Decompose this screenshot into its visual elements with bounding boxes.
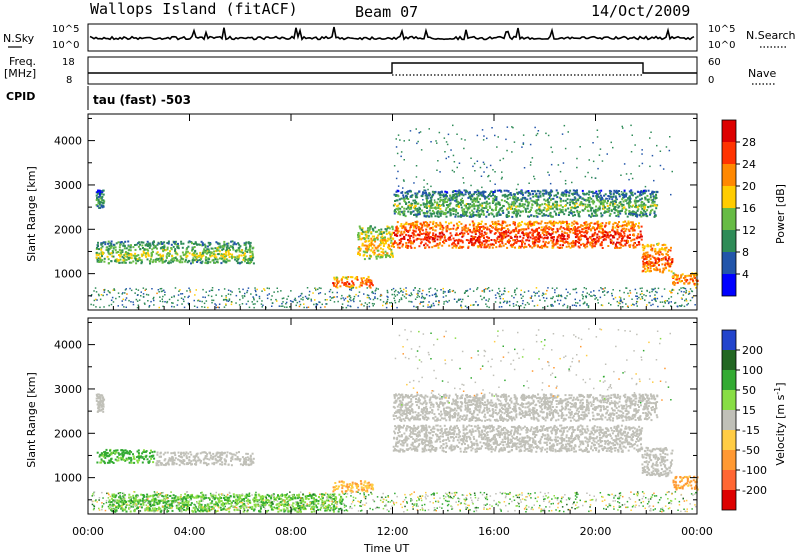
- frequency-panel: Freq. [MHz] 18 8 60 0 Nave: [4, 55, 776, 86]
- velocity-y-axis-label: Slant Range [km]: [25, 372, 38, 468]
- power-y-tick-label: 1000: [54, 268, 82, 281]
- power-echo-band-2: [332, 275, 374, 289]
- x-tick-label: 08:00: [275, 525, 307, 538]
- freq-tick-bottom: 8: [66, 75, 72, 86]
- noise-right-tick-top: 10^5: [708, 24, 735, 35]
- velocity-y-tick-label: 2000: [54, 427, 82, 440]
- power-echo-clutter: [90, 124, 697, 309]
- date-label: 14/Oct/2009: [591, 2, 690, 20]
- noise-right-tick-bottom: 10^0: [708, 40, 735, 51]
- cpid-label: CPID: [6, 90, 35, 103]
- power-colorbar-tick: 28: [742, 136, 756, 149]
- noise-search-label: N.Search: [746, 29, 796, 42]
- velocity-y-tick-label: 1000: [54, 472, 82, 485]
- power-colorbar-tick: 20: [742, 180, 756, 193]
- x-tick-label: 20:00: [580, 525, 612, 538]
- power-colorbar-tick: 8: [742, 246, 749, 259]
- velocity-echo-band-4: [332, 480, 375, 493]
- power-y-tick-label: 3000: [54, 179, 82, 192]
- beam-label: Beam 07: [355, 3, 418, 21]
- noise-left-tick-bottom: 10^0: [52, 40, 79, 51]
- velocity-echo-layer: [91, 328, 699, 513]
- velocity-colorbar-tick: -15: [742, 424, 760, 437]
- power-echo-band-1: [95, 240, 255, 265]
- velocity-colorbar-cell: [722, 410, 736, 430]
- power-echo-band-4: [392, 220, 643, 249]
- power-colorbar-cell: [722, 252, 736, 274]
- velocity-colorbar-cell: [722, 490, 736, 510]
- power-echo-band-6: [641, 242, 674, 274]
- power-y-tick-label: 2000: [54, 223, 82, 236]
- noise-panel: N.Sky 10^5 10^0 10^5 10^0 N.Search: [3, 23, 796, 52]
- x-tick-label: 16:00: [478, 525, 510, 538]
- x-axis-label: Time UT: [363, 542, 409, 554]
- velocity-colorbar-cell: [722, 450, 736, 470]
- nave-tick-bottom: 0: [708, 75, 714, 86]
- power-colorbar-cell: [722, 164, 736, 186]
- velocity-echo-band-6: [392, 393, 659, 422]
- velocity-colorbar-tick: 200: [742, 344, 763, 357]
- power-colorbar-cell: [722, 186, 736, 208]
- power-y-tick-label: 4000: [54, 135, 82, 148]
- velocity-colorbar-tick: 50: [742, 384, 756, 397]
- noise-left-tick-top: 10^5: [52, 24, 79, 35]
- velocity-colorbar-cell: [722, 470, 736, 490]
- power-colorbar-cell: [722, 208, 736, 230]
- velocity-colorbar-tick: -100: [742, 464, 767, 477]
- power-colorbar-tick: 12: [742, 224, 756, 237]
- power-panel: 1000 2000 3000 4000 Slant Range [km] 28 24 20…: [25, 113, 787, 311]
- x-tick-label: 00:00: [681, 525, 713, 538]
- power-colorbar-tick: 24: [742, 158, 756, 171]
- power-colorbar-cell: [722, 230, 736, 252]
- power-echo-layer: [90, 124, 699, 309]
- power-echo-band-0: [95, 189, 106, 209]
- velocity-colorbar-label: Velocity [m s-1]: [773, 382, 788, 465]
- velocity-echo-band-5: [392, 424, 644, 453]
- velocity-colorbar: 200 100 50 15 -15 -50 -100 -200: [721, 329, 767, 511]
- velocity-colorbar-cell: [722, 390, 736, 410]
- freq-unit-label: [MHz]: [4, 67, 36, 80]
- power-colorbar-tick: 16: [742, 202, 756, 215]
- station-title: Wallops Island (fitACF): [90, 0, 298, 18]
- velocity-colorbar-tick: 100: [742, 364, 763, 377]
- velocity-colorbar-cell: [722, 330, 736, 350]
- velocity-colorbar-cell: [722, 350, 736, 370]
- power-colorbar-cell: [722, 142, 736, 164]
- x-tick-label: 04:00: [174, 525, 206, 538]
- velocity-colorbar-cell: [722, 430, 736, 450]
- velocity-echo-band-0: [95, 393, 106, 413]
- cpid-text: tau (fast) -503: [93, 93, 191, 107]
- nave-label: Nave: [748, 67, 776, 80]
- velocity-colorbar-tick: 15: [742, 404, 756, 417]
- x-tick-label: 12:00: [377, 525, 409, 538]
- freq-tick-top: 18: [62, 57, 75, 68]
- power-colorbar-cell: [722, 120, 736, 142]
- power-colorbar-label: Power [dB]: [774, 184, 787, 244]
- power-y-axis-label: Slant Range [km]: [25, 166, 38, 262]
- velocity-echo-clutter: [91, 328, 697, 513]
- velocity-echo-band-2: [155, 451, 255, 467]
- velocity-echo-band-7: [641, 446, 674, 478]
- noise-sky-series: [89, 26, 695, 42]
- velocity-colorbar-tick: -200: [742, 484, 767, 497]
- freq-label: Freq.: [9, 55, 36, 68]
- power-colorbar-cell: [722, 274, 736, 296]
- x-tick-label: 00:00: [72, 525, 104, 538]
- velocity-colorbar-tick: -50: [742, 444, 760, 457]
- power-echo-band-5: [392, 189, 659, 218]
- velocity-echo-band-1: [96, 448, 156, 465]
- power-colorbar: 28 24 20 16 12 8 4: [721, 119, 756, 297]
- velocity-y-tick-label: 4000: [54, 339, 82, 352]
- velocity-y-tick-label: 3000: [54, 383, 82, 396]
- frequency-series: [88, 62, 697, 74]
- time-axis: 00:00 04:00 08:00 12:00 16:00 20:00 00:00: [72, 114, 713, 538]
- velocity-panel: 1000 2000 3000 4000 Slant Range [km] 200 100…: [25, 317, 788, 515]
- power-echo-band-3: [357, 225, 395, 261]
- nave-tick-top: 60: [708, 57, 721, 68]
- power-colorbar-tick: 4: [742, 268, 749, 281]
- velocity-colorbar-cell: [722, 370, 736, 390]
- noise-sky-label: N.Sky: [3, 32, 35, 45]
